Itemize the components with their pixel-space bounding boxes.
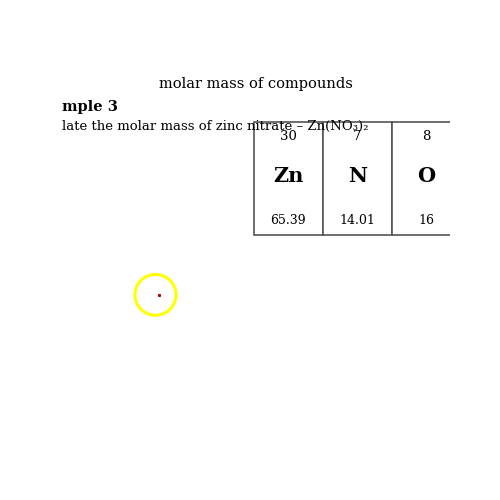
Bar: [254, 122, 323, 235]
Text: mple 3: mple 3: [62, 100, 118, 114]
Text: late the molar mass of zinc nitrate – Zn(NO₃)₂: late the molar mass of zinc nitrate – Zn…: [62, 120, 369, 132]
Text: 16: 16: [418, 214, 434, 226]
Text: 8: 8: [422, 130, 430, 143]
Text: molar mass of compounds: molar mass of compounds: [160, 78, 353, 92]
Text: 7: 7: [353, 130, 362, 143]
Text: 30: 30: [280, 130, 297, 143]
Text: 14.01: 14.01: [340, 214, 376, 226]
Bar: [323, 122, 392, 235]
Text: N: N: [348, 166, 367, 186]
Bar: [392, 122, 461, 235]
Text: 65.39: 65.39: [270, 214, 306, 226]
Text: Zn: Zn: [273, 166, 304, 186]
Text: O: O: [418, 166, 436, 186]
